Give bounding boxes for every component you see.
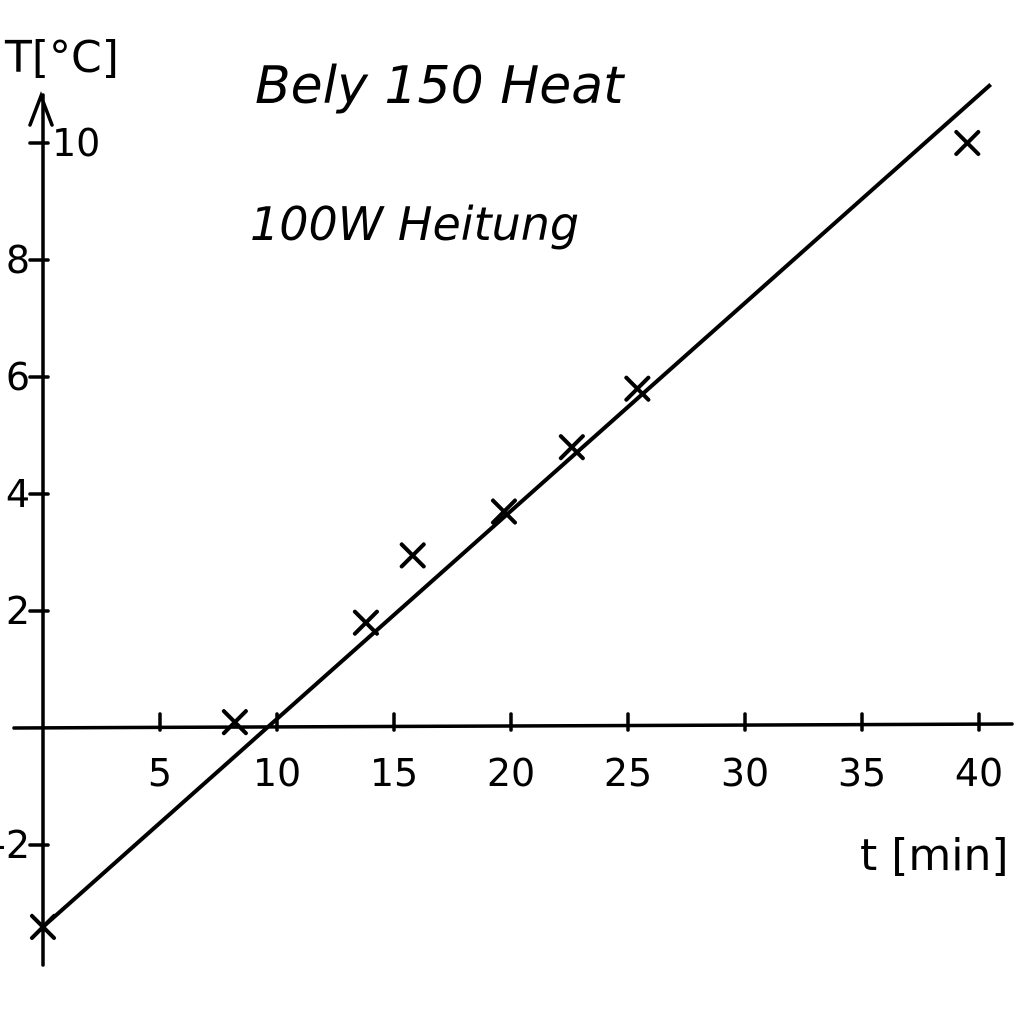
- y-tick-label: 4: [6, 472, 30, 516]
- y-tick-label: -2: [0, 823, 30, 867]
- chart-title: Bely 150 Heat: [255, 56, 625, 116]
- x-tick-label: 20: [487, 751, 535, 795]
- y-tick-label: 10: [52, 121, 100, 165]
- data-point: [399, 542, 426, 569]
- fit-line-group: [41, 83, 993, 929]
- data-point-stroke: [352, 609, 379, 636]
- data-point: [490, 498, 517, 525]
- data-point-stroke: [624, 375, 651, 402]
- x-tick-label: 40: [955, 751, 1003, 795]
- y-tick-label: 2: [6, 589, 30, 633]
- data-point-stroke: [30, 913, 56, 940]
- x-tick-label: 15: [370, 751, 418, 795]
- data-point: [624, 375, 651, 402]
- data-point-stroke: [399, 542, 426, 569]
- data-point: [954, 130, 981, 156]
- fit-line: [41, 83, 993, 929]
- data-point-stroke: [490, 498, 517, 525]
- x-tick-label: 5: [148, 751, 172, 795]
- x-axis-label: t [min]: [860, 830, 1009, 881]
- y-tick-label: 6: [6, 355, 30, 399]
- y-axis-label: T[°C]: [4, 32, 119, 83]
- data-point: [30, 913, 56, 940]
- x-tick-label: 30: [721, 751, 769, 795]
- data-point: [352, 609, 379, 636]
- data-point: [221, 709, 248, 736]
- ticks: 5 10 15 20 25 30 35 40 -2 2 4 6 8 10: [0, 121, 1003, 867]
- axes: [12, 91, 1014, 967]
- y-axis-arrow: [28, 91, 54, 127]
- data-point-stroke: [954, 130, 981, 156]
- x-tick-label: 25: [604, 751, 652, 795]
- data-point-stroke: [221, 709, 248, 736]
- y-tick-label: 8: [6, 238, 30, 282]
- data-points: [30, 130, 981, 940]
- x-axis: [12, 722, 1014, 730]
- x-tick-label: 35: [838, 751, 886, 795]
- chart-subtitle: 100W Heitung: [250, 197, 579, 251]
- data-point-stroke: [558, 434, 585, 461]
- x-tick-label: 10: [253, 751, 301, 795]
- data-point: [558, 434, 585, 461]
